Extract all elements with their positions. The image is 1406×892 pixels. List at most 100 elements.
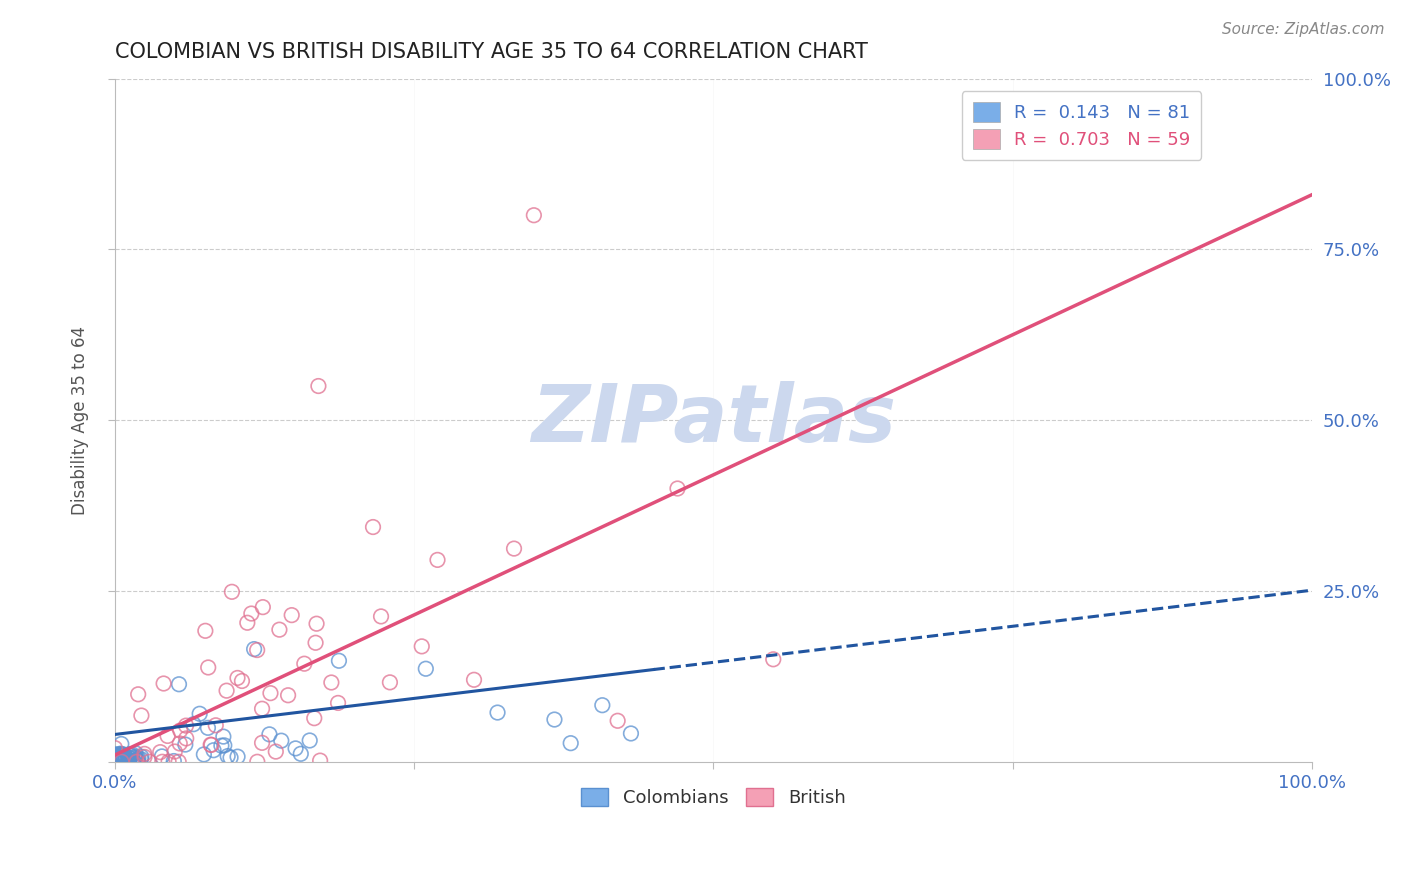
- Point: [150, 749, 173, 764]
- Point: [110, 748, 132, 763]
- Point: [236, 615, 259, 630]
- Point: [114, 753, 136, 767]
- Point: [110, 737, 132, 751]
- Point: [107, 752, 129, 766]
- Point: [110, 755, 132, 769]
- Point: [104, 741, 127, 756]
- Point: [110, 754, 132, 768]
- Point: [131, 708, 153, 723]
- Point: [200, 738, 222, 752]
- Point: [167, 755, 190, 769]
- Point: [169, 737, 191, 751]
- Point: [415, 662, 437, 676]
- Point: [606, 714, 628, 728]
- Point: [226, 749, 249, 764]
- Point: [215, 683, 238, 698]
- Point: [104, 747, 127, 762]
- Point: [193, 747, 215, 762]
- Point: [560, 736, 582, 750]
- Point: [243, 642, 266, 657]
- Text: ZIPatlas: ZIPatlas: [531, 381, 896, 459]
- Point: [370, 609, 392, 624]
- Point: [378, 675, 401, 690]
- Point: [486, 706, 509, 720]
- Point: [246, 755, 269, 769]
- Point: [107, 747, 129, 762]
- Point: [277, 688, 299, 702]
- Point: [104, 754, 127, 768]
- Point: [252, 600, 274, 615]
- Point: [240, 607, 263, 621]
- Point: [183, 717, 205, 731]
- Point: [110, 747, 132, 761]
- Point: [108, 751, 131, 765]
- Point: [200, 738, 222, 752]
- Point: [129, 752, 152, 766]
- Point: [226, 671, 249, 685]
- Point: [217, 749, 239, 764]
- Point: [174, 738, 197, 752]
- Point: [174, 731, 197, 746]
- Point: [112, 752, 135, 766]
- Point: [104, 753, 127, 767]
- Point: [202, 743, 225, 757]
- Point: [169, 723, 191, 738]
- Point: [188, 706, 211, 721]
- Point: [304, 711, 326, 725]
- Point: [118, 747, 141, 762]
- Point: [250, 736, 273, 750]
- Point: [117, 750, 139, 764]
- Point: [127, 753, 149, 767]
- Point: [124, 750, 146, 764]
- Point: [463, 673, 485, 687]
- Point: [298, 733, 321, 747]
- Point: [212, 730, 235, 744]
- Point: [231, 673, 253, 688]
- Point: [108, 752, 131, 766]
- Point: [666, 482, 689, 496]
- Point: [117, 753, 139, 767]
- Point: [115, 753, 138, 767]
- Point: [270, 733, 292, 747]
- Point: [107, 753, 129, 767]
- Point: [259, 686, 281, 700]
- Point: [221, 584, 243, 599]
- Point: [246, 643, 269, 657]
- Point: [305, 616, 328, 631]
- Point: [108, 752, 131, 766]
- Point: [118, 755, 141, 769]
- Point: [426, 553, 449, 567]
- Point: [112, 751, 135, 765]
- Point: [163, 745, 186, 759]
- Point: [131, 749, 153, 764]
- Point: [122, 755, 145, 769]
- Point: [152, 676, 174, 690]
- Point: [104, 748, 127, 763]
- Point: [104, 755, 127, 769]
- Point: [543, 713, 565, 727]
- Point: [111, 748, 134, 763]
- Point: [111, 747, 134, 762]
- Point: [280, 608, 302, 623]
- Point: [127, 751, 149, 765]
- Point: [127, 754, 149, 768]
- Point: [108, 753, 131, 767]
- Point: [156, 729, 179, 743]
- Point: [125, 755, 148, 769]
- Point: [307, 379, 329, 393]
- Text: Source: ZipAtlas.com: Source: ZipAtlas.com: [1222, 22, 1385, 37]
- Point: [591, 698, 613, 713]
- Point: [523, 208, 546, 222]
- Point: [114, 751, 136, 765]
- Point: [121, 755, 143, 769]
- Point: [118, 748, 141, 763]
- Point: [259, 727, 281, 741]
- Point: [124, 746, 146, 760]
- Point: [134, 750, 156, 764]
- Y-axis label: Disability Age 35 to 64: Disability Age 35 to 64: [72, 326, 89, 515]
- Point: [122, 752, 145, 766]
- Point: [111, 755, 134, 769]
- Point: [110, 754, 132, 768]
- Point: [157, 755, 180, 769]
- Point: [108, 747, 131, 762]
